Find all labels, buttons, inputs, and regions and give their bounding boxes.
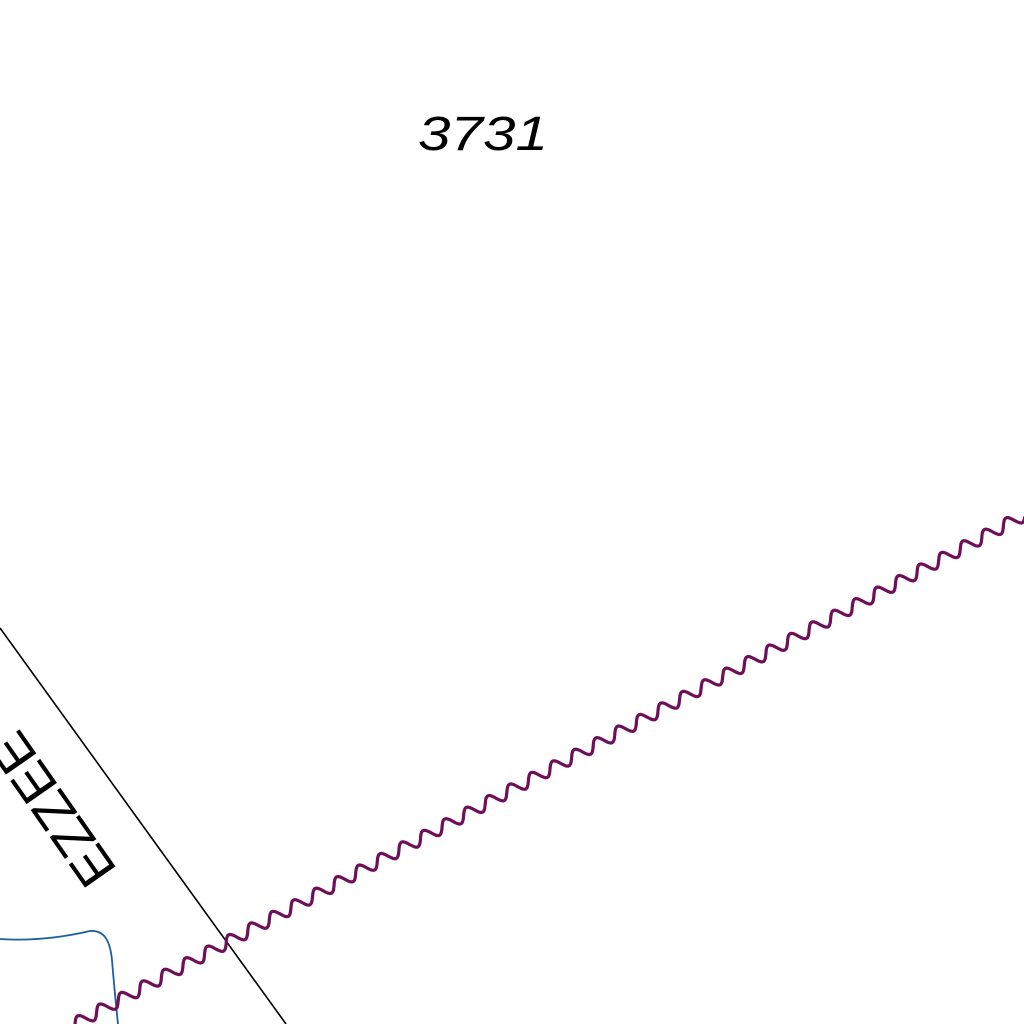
water-line <box>0 930 119 1024</box>
parcel-number-label: 3731 <box>418 108 548 161</box>
street-name-label: EZZEE <box>0 721 128 898</box>
wavy-boundary-line <box>73 516 1024 1024</box>
boundary-line <box>0 627 287 1024</box>
